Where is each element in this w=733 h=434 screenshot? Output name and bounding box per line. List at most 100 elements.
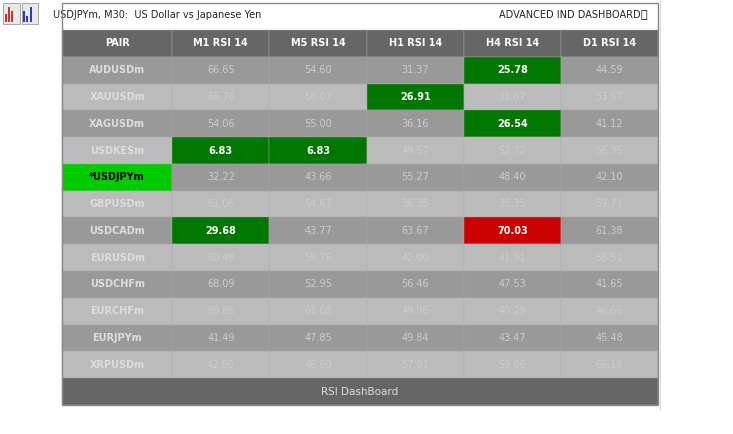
Bar <box>464 84 561 110</box>
Bar <box>561 84 658 110</box>
Text: 49.57: 49.57 <box>401 145 429 155</box>
Text: 66.76: 66.76 <box>207 92 235 102</box>
Bar <box>4 13 7 22</box>
Bar <box>464 137 561 164</box>
Bar <box>464 325 561 352</box>
Text: 6.83: 6.83 <box>209 145 233 155</box>
Text: EURJPYm: EURJPYm <box>92 333 142 343</box>
Text: 58.07: 58.07 <box>304 92 332 102</box>
Text: 42.10: 42.10 <box>596 172 623 182</box>
Bar <box>561 217 658 244</box>
Bar <box>366 110 464 137</box>
Text: GBPUSDm: GBPUSDm <box>89 199 145 209</box>
Bar <box>62 164 172 191</box>
Text: XAGUSDm: XAGUSDm <box>89 119 145 129</box>
Text: 54.60: 54.60 <box>304 65 332 75</box>
Text: 49.84: 49.84 <box>402 333 429 343</box>
Bar <box>172 191 270 217</box>
Text: 26.54: 26.54 <box>497 119 528 129</box>
Bar <box>366 164 464 191</box>
Bar <box>561 57 658 84</box>
Bar <box>172 164 270 191</box>
Bar <box>62 137 172 164</box>
Bar <box>62 378 658 405</box>
Text: 49.96: 49.96 <box>402 306 429 316</box>
Text: 48.40: 48.40 <box>498 172 526 182</box>
Text: 47.53: 47.53 <box>498 279 526 289</box>
Bar <box>172 57 270 84</box>
Bar <box>561 164 658 191</box>
Bar <box>270 164 366 191</box>
Bar <box>172 84 270 110</box>
Bar <box>172 244 270 271</box>
Text: EURUSDm: EURUSDm <box>89 253 144 263</box>
Text: 43.77: 43.77 <box>304 226 332 236</box>
Text: 45.48: 45.48 <box>596 333 623 343</box>
Bar <box>270 352 366 378</box>
Text: 52.72: 52.72 <box>498 145 526 155</box>
Bar <box>561 352 658 378</box>
Bar <box>26 16 29 22</box>
Bar <box>561 191 658 217</box>
Text: 41.65: 41.65 <box>596 279 623 289</box>
Bar <box>464 271 561 298</box>
Text: 58.51: 58.51 <box>595 253 623 263</box>
Text: 46.66: 46.66 <box>596 306 623 316</box>
Bar <box>366 57 464 84</box>
Text: PAIR: PAIR <box>105 38 130 49</box>
Bar <box>270 325 366 352</box>
Bar <box>172 352 270 378</box>
Bar <box>561 298 658 325</box>
Text: 41.49: 41.49 <box>207 333 235 343</box>
Bar <box>172 298 270 325</box>
Bar <box>561 137 658 164</box>
Bar <box>561 271 658 298</box>
Bar <box>22 3 38 24</box>
Text: 31.67: 31.67 <box>498 92 526 102</box>
Text: USDJPYm, M30:  US Dollar vs Japanese Yen: USDJPYm, M30: US Dollar vs Japanese Yen <box>53 10 261 20</box>
Text: 61.68: 61.68 <box>304 306 332 316</box>
Bar <box>62 217 172 244</box>
Text: 55.27: 55.27 <box>401 172 429 182</box>
Text: 🎓: 🎓 <box>640 10 647 20</box>
Bar <box>62 325 172 352</box>
Text: ADVANCED IND DASHBOARD: ADVANCED IND DASHBOARD <box>498 10 640 20</box>
Bar <box>0 0 660 30</box>
Text: 25.78: 25.78 <box>497 65 528 75</box>
Text: H1 RSI 14: H1 RSI 14 <box>388 38 442 49</box>
Bar <box>4 3 20 24</box>
Bar <box>366 244 464 271</box>
Bar <box>464 30 561 57</box>
Text: 60.49: 60.49 <box>207 253 235 263</box>
Text: 61.06: 61.06 <box>207 199 235 209</box>
Bar <box>172 137 270 164</box>
Bar <box>366 217 464 244</box>
Text: AUDUSDm: AUDUSDm <box>89 65 145 75</box>
Bar <box>366 271 464 298</box>
Text: 54.06: 54.06 <box>207 119 235 129</box>
Bar <box>464 110 561 137</box>
Bar <box>62 110 172 137</box>
Text: 35.35: 35.35 <box>498 199 526 209</box>
Bar <box>366 30 464 57</box>
Bar <box>464 164 561 191</box>
Text: M1 RSI 14: M1 RSI 14 <box>194 38 248 49</box>
Text: 42.60: 42.60 <box>207 360 235 370</box>
Bar <box>561 30 658 57</box>
Bar <box>11 11 13 22</box>
Text: D1 RSI 14: D1 RSI 14 <box>583 38 636 49</box>
Text: 59.71: 59.71 <box>595 199 623 209</box>
Bar <box>561 244 658 271</box>
Text: 43.66: 43.66 <box>304 172 332 182</box>
Text: 63.67: 63.67 <box>402 226 429 236</box>
Bar <box>62 30 172 57</box>
Text: USDCADm: USDCADm <box>89 226 145 236</box>
Bar <box>172 325 270 352</box>
Bar <box>366 298 464 325</box>
Bar <box>23 11 25 22</box>
Bar <box>270 298 366 325</box>
Text: 40.29: 40.29 <box>498 306 526 316</box>
Bar <box>270 110 366 137</box>
Bar <box>172 110 270 137</box>
Text: 42.00: 42.00 <box>402 253 429 263</box>
